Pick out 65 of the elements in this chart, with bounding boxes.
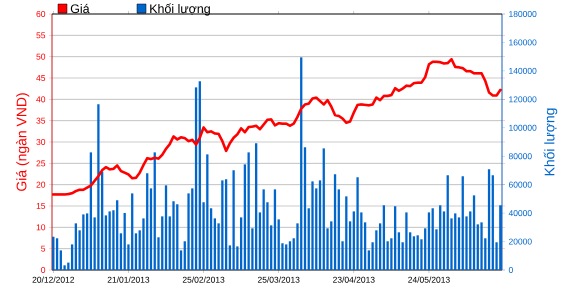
bar: [345, 196, 348, 270]
x-tick-label: 23/04/2013: [333, 276, 375, 283]
y-tick-label: 50: [36, 54, 46, 60]
y2-tick-label: 100000: [509, 124, 536, 131]
y2-tick-label: 20000: [508, 238, 532, 245]
bar: [462, 176, 464, 270]
y-tick-label: 40: [36, 96, 46, 102]
bar: [108, 211, 111, 270]
x-tick-label: 25/03/2013: [258, 276, 300, 283]
y2-tick-label: 120000: [509, 96, 536, 102]
y-tick-label: 20: [36, 182, 46, 188]
bar: [206, 154, 208, 270]
y2-tick-label: 40000: [508, 210, 532, 216]
y-axis-title: Giá (ngàn VND): [16, 93, 30, 191]
x-tick-label: 25/02/2013: [182, 276, 224, 283]
y-tick-label: 45: [36, 75, 46, 81]
bar: [124, 212, 126, 270]
bar: [154, 152, 156, 270]
x-tick-label: 24/05/2013: [408, 276, 450, 283]
bar: [285, 244, 288, 270]
bar: [97, 104, 100, 270]
bar: [131, 193, 134, 270]
y-tick-label: 10: [36, 224, 46, 230]
bar: [247, 152, 250, 270]
bar: [232, 170, 235, 270]
y-tick-label: 0: [41, 267, 46, 273]
legend-label: Giá: [70, 4, 90, 14]
bar: [74, 223, 78, 270]
y-tick-label: 35: [36, 118, 46, 124]
y2-tick-label: 160000: [509, 39, 536, 46]
y2-tick-label: 180000: [509, 11, 536, 17]
bar: [446, 175, 449, 270]
bar: [322, 148, 325, 270]
bar: [454, 213, 456, 270]
y2-tick-label: 60000: [508, 182, 532, 188]
bar: [82, 214, 85, 270]
bar: [432, 208, 434, 270]
bar: [221, 180, 224, 270]
bar: [224, 179, 228, 270]
y-tick-label: 25: [36, 160, 46, 166]
bar: [255, 143, 258, 270]
bar: [146, 173, 148, 270]
bar: [90, 152, 92, 270]
bar: [439, 205, 442, 270]
x-tick-label: 20/12/2012: [32, 276, 74, 283]
y2-tick-label: 140000: [509, 68, 536, 74]
y-tick-label: 15: [36, 203, 46, 209]
bar: [52, 236, 54, 270]
bar: [394, 206, 396, 270]
y-tick-label: 55: [36, 32, 46, 38]
bar: [116, 200, 118, 270]
x-tick-label: 21/01/2013: [108, 276, 150, 283]
bar: [382, 205, 386, 270]
bar: [198, 81, 201, 270]
y-tick-label: 5: [41, 246, 46, 252]
bar: [416, 235, 419, 270]
legend-label: Khối lượng: [150, 3, 210, 16]
y2-tick-label: 0: [508, 267, 513, 273]
y-tick-label: 30: [36, 139, 46, 145]
y-tick-label: 60: [36, 11, 46, 17]
bar: [176, 204, 178, 270]
y2-axis-title: Khối lượng: [544, 108, 558, 176]
y2-tick-label: 80000: [508, 153, 532, 160]
bar: [300, 57, 302, 270]
bar: [262, 189, 265, 270]
